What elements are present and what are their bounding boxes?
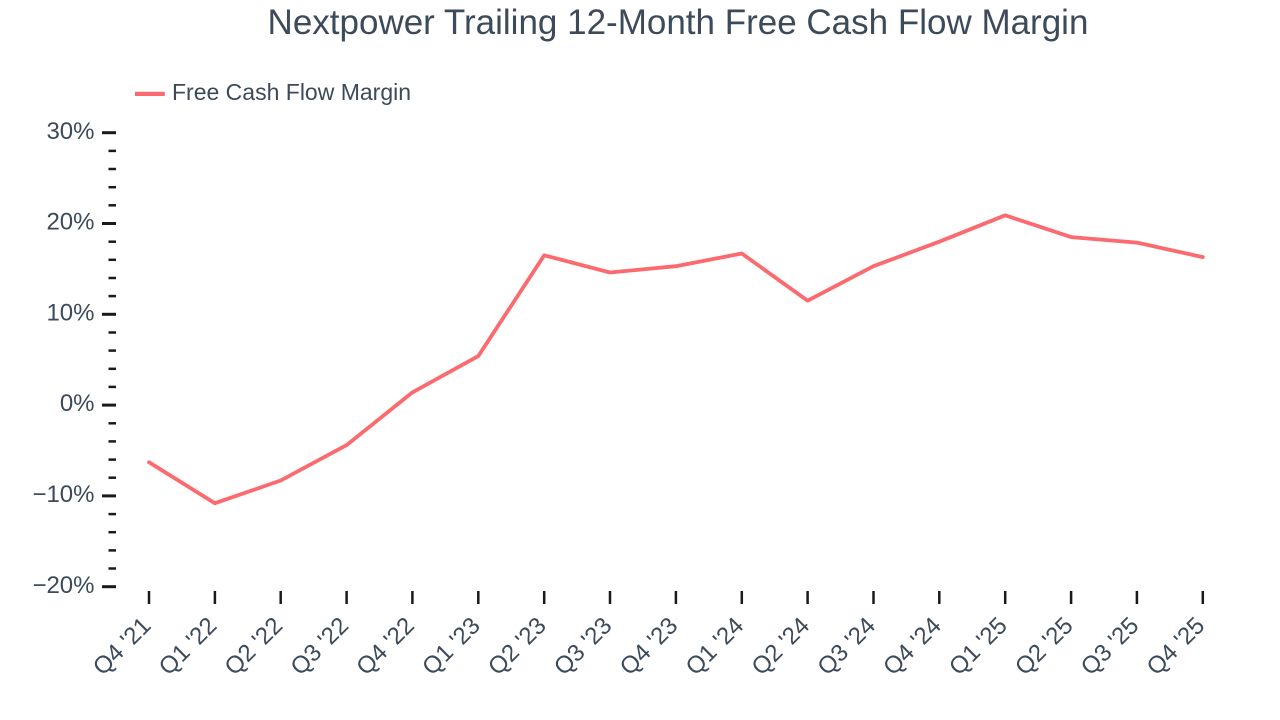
svg-text:20%: 20%: [46, 209, 94, 236]
svg-text:0%: 0%: [60, 390, 95, 417]
svg-text:10%: 10%: [46, 299, 94, 326]
svg-text:30%: 30%: [46, 118, 94, 145]
svg-text:Free Cash Flow Margin: Free Cash Flow Margin: [172, 79, 411, 105]
svg-text:−10%: −10%: [32, 481, 94, 508]
svg-text:Nextpower Trailing 12-Month Fr: Nextpower Trailing 12-Month Free Cash Fl…: [268, 3, 1089, 42]
svg-text:−20%: −20%: [32, 572, 94, 599]
